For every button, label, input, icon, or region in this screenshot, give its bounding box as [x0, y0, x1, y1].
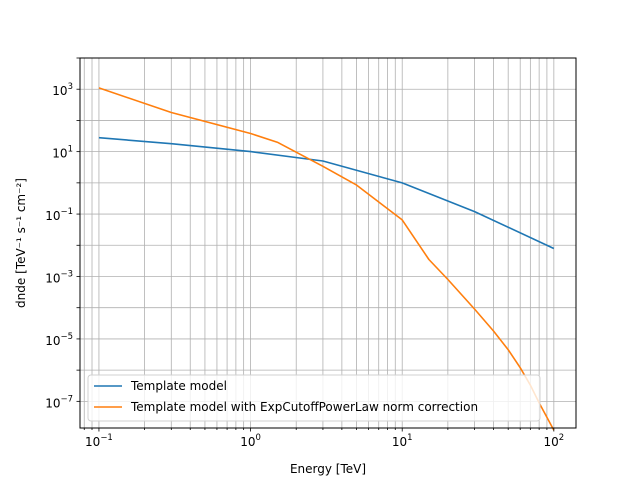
- x-tick-label: 101: [392, 433, 413, 449]
- x-tick-label: 10−1: [85, 433, 113, 449]
- legend-box: [87, 374, 541, 422]
- y-tick-label: 101: [52, 145, 73, 161]
- ticks: 10−1 100 101 102 10−7 10−5 10−3 10−1 101 103: [45, 57, 564, 449]
- y-tick-label: 10−1: [45, 207, 73, 223]
- y-tick-label: 10−3: [45, 269, 73, 285]
- y-axis-label: dnde [TeV⁻¹ s⁻¹ cm⁻²]: [14, 178, 28, 308]
- legend: Template model Template model with ExpCut…: [87, 374, 541, 422]
- legend-label-2: Template model with ExpCutoffPowerLaw no…: [130, 400, 478, 414]
- plot-area: [80, 58, 576, 428]
- y-tick-label: 103: [52, 82, 73, 98]
- y-tick-label: 10−7: [45, 394, 73, 410]
- legend-label-1: Template model: [130, 379, 227, 393]
- x-tick-label: 100: [240, 433, 261, 449]
- series-line-1: [98, 136, 555, 250]
- y-tick-label: 10−5: [45, 332, 73, 348]
- x-axis-label: Energy [TeV]: [290, 462, 366, 476]
- x-tick-label: 102: [543, 433, 564, 449]
- plot-frame: [79, 57, 577, 429]
